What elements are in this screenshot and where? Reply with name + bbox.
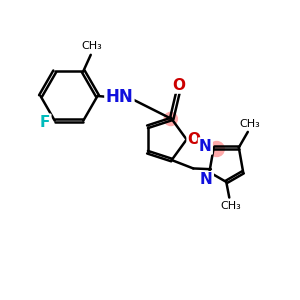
Circle shape [209,142,224,157]
Circle shape [164,112,177,126]
Text: N: N [199,139,212,154]
Text: CH₃: CH₃ [220,201,241,211]
Text: CH₃: CH₃ [239,118,260,128]
Text: HN: HN [106,88,133,106]
Text: N: N [200,172,213,187]
Text: O: O [188,132,201,147]
Text: CH₃: CH₃ [81,41,102,51]
Text: O: O [173,78,186,93]
Text: F: F [40,115,50,130]
